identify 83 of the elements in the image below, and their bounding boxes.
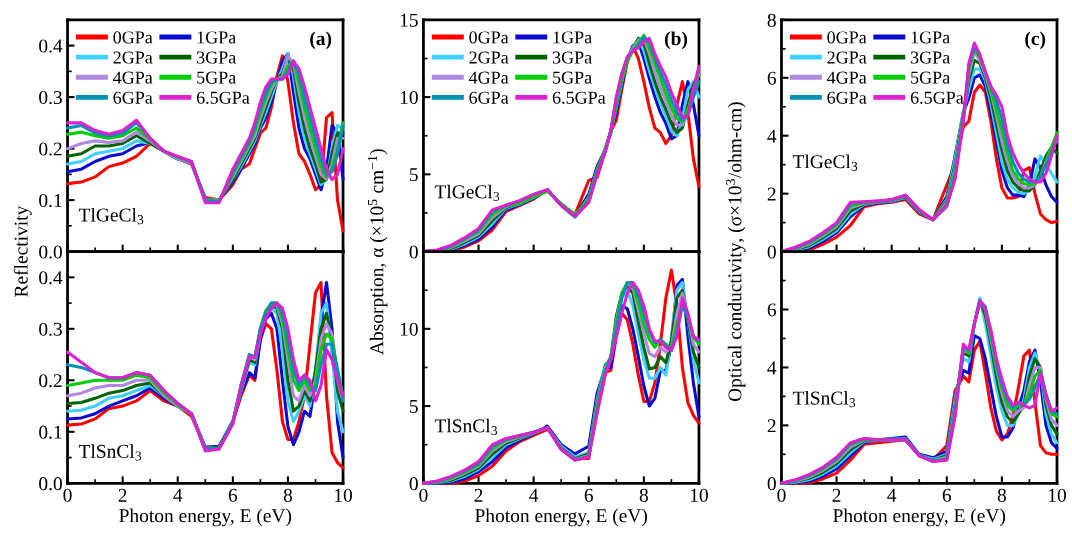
- x-tick-label: 2: [118, 488, 127, 502]
- x-tick-label: 8: [997, 488, 1007, 502]
- y-tick-label: 0.1: [39, 425, 62, 439]
- annotation: TlSnCl$_{3}$: [434, 418, 498, 436]
- legend-label: 1GPa: [553, 31, 592, 44]
- y-tick-label: 0.0: [39, 245, 62, 259]
- y-tick-label: 0.3: [39, 90, 62, 105]
- x-tick-label: 0: [419, 488, 428, 502]
- y-tick-label: 10: [400, 90, 418, 105]
- x-axis-title: Photon energy, E (eV): [833, 508, 1006, 527]
- x-axis-title: Photon energy, E (eV): [475, 508, 648, 527]
- legend-label: 4GPa: [113, 71, 153, 84]
- legend-label: 6GPa: [469, 91, 509, 104]
- annotation: TlSnCl$_{3}$: [78, 444, 142, 461]
- legend-label: 3GPa: [196, 51, 237, 64]
- x-tick-label: 4: [173, 488, 183, 502]
- y-tick-label: 0.1: [39, 193, 62, 208]
- legend-label: 6.5GPa: [552, 91, 606, 104]
- legend-label: 3GPa: [552, 51, 592, 64]
- y-tick-label: 0.2: [39, 142, 62, 156]
- y-tick-label: 0.0: [39, 477, 62, 491]
- legend-label: 4GPa: [468, 71, 509, 84]
- legend-label: 0GPa: [469, 31, 509, 44]
- legend-label: 4GPa: [826, 71, 867, 84]
- annotation: (a): [310, 31, 332, 50]
- y-axis-title: Reflectivity: [13, 205, 32, 297]
- legend-label: 3GPa: [910, 51, 950, 64]
- y-axis-title: Absorption, α (×10$^{5}$ cm$^{−1}$): [367, 149, 388, 355]
- x-tick-label: 2: [474, 488, 483, 502]
- x-tick-label: 4: [887, 488, 897, 502]
- x-tick-label: 4: [529, 488, 539, 502]
- y-tick-label: 4: [767, 129, 777, 143]
- annotation: TlGeCl$_{3}$: [792, 154, 858, 171]
- y-tick-label: 0: [409, 477, 418, 491]
- annotation: TlSnCl$_{3}$: [792, 390, 856, 408]
- legend-label: 5GPa: [553, 71, 592, 84]
- x-tick-label: 6: [584, 488, 594, 502]
- annotation: (c): [1025, 31, 1046, 50]
- x-axis-title: Photon energy, E (eV): [119, 508, 292, 527]
- x-tick-label: 2: [832, 488, 841, 502]
- x-tick-label: 8: [639, 488, 648, 502]
- y-tick-label: 5: [409, 400, 418, 413]
- x-tick-label: 10: [1048, 488, 1066, 502]
- y-tick-label: 8: [767, 13, 776, 27]
- y-tick-label: 6: [767, 71, 777, 85]
- legend-label: 1GPa: [911, 31, 950, 44]
- y-tick-label: 0.4: [39, 271, 63, 285]
- legend-label: 6.5GPa: [196, 91, 250, 104]
- legend-label: 5GPa: [911, 71, 950, 84]
- y-tick-label: 6: [767, 303, 777, 317]
- x-tick-label: 0: [63, 488, 72, 502]
- y-tick-label: 5: [409, 168, 418, 182]
- y-tick-label: 10: [400, 322, 418, 336]
- y-tick-label: 2: [767, 419, 776, 433]
- y-tick-label: 4: [767, 361, 777, 375]
- legend-label: 6GPa: [827, 91, 867, 104]
- legend-label: 1GPa: [197, 31, 237, 44]
- y-tick-label: 0.2: [39, 374, 62, 388]
- legend-label: 0GPa: [113, 31, 153, 44]
- legend-label: 0GPa: [827, 31, 867, 44]
- legend-label: 6.5GPa: [910, 91, 964, 104]
- legend-label: 6GPa: [113, 91, 153, 104]
- x-tick-label: 10: [690, 488, 708, 502]
- legend-label: 2GPa: [469, 51, 509, 64]
- annotation: (b): [665, 31, 688, 50]
- annotation: TlGeCl$_{3}$: [434, 184, 500, 202]
- legend-label: 2GPa: [113, 51, 153, 64]
- x-tick-label: 0: [777, 488, 786, 502]
- y-axis-title: Optical conductivity, (σ×10$^{3}$/ohm-cm): [726, 102, 746, 402]
- y-tick-label: 0.3: [39, 322, 62, 336]
- annotation: TlGeCl$_{3}$: [78, 207, 144, 225]
- y-tick-label: 2: [767, 187, 776, 201]
- x-tick-label: 8: [283, 488, 293, 502]
- y-tick-label: 0: [767, 477, 776, 491]
- x-tick-label: 10: [335, 488, 353, 502]
- legend-label: 2GPa: [827, 51, 867, 64]
- x-tick-label: 6: [942, 488, 952, 502]
- y-tick-label: 0: [409, 245, 418, 259]
- y-tick-label: 15: [400, 13, 418, 27]
- x-tick-label: 6: [228, 488, 238, 502]
- y-tick-label: 0: [767, 245, 776, 259]
- legend-label: 5GPa: [197, 71, 237, 84]
- y-tick-label: 0.4: [39, 39, 63, 53]
